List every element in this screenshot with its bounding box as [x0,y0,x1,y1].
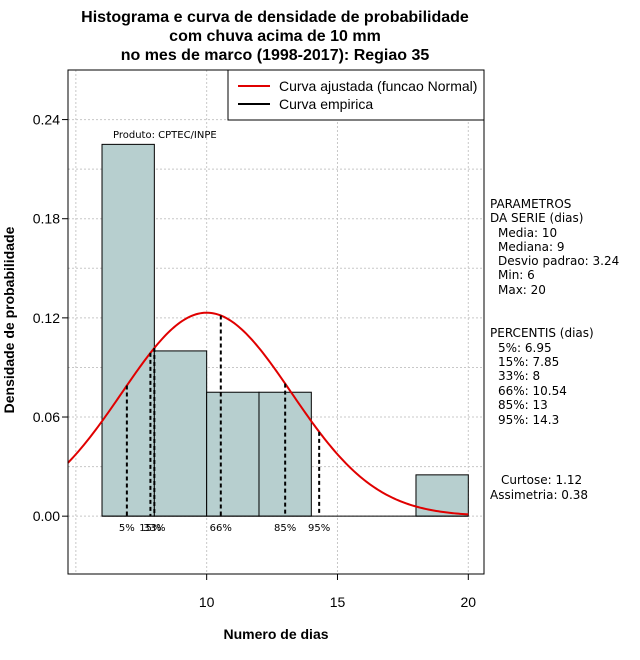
param-max: Max: 20 [498,283,546,297]
x-axis-title: Numero de dias [223,626,328,642]
percentile-label: 5% [119,523,135,534]
y-tick-label: 0.18 [33,211,60,227]
normal-curve [67,311,469,516]
percentis-title: PERCENTIS (dias) [490,326,594,340]
percentil-33: 33%: 8 [498,369,540,383]
y-tick-label: 0.06 [33,409,60,425]
percentil-15: 15%: 7.85 [498,355,559,369]
percentile-label: 85% [274,523,296,534]
y-tick-label: 0.12 [33,310,60,326]
histogram-bar [206,391,260,517]
histogram-bar [101,143,155,517]
percentil-95: 95%: 14.3 [498,413,559,427]
normal-curve-line [67,311,469,516]
histogram-bar [415,474,469,517]
legend-label-fitted: Curva ajustada (funcao Normal) [279,78,477,94]
legend-box [227,69,485,121]
percentil-85: 85%: 13 [498,398,548,412]
y-axis-title: Densidade de probabilidade [1,226,17,413]
param-desvio: Desvio padrao: 3.24 [498,254,619,268]
x-tick-label: 20 [461,594,477,610]
percentile-label: 15% [139,523,161,534]
x-tick-label: 10 [199,594,215,610]
chart-title-line-2: com chuva acima de 10 mm [169,28,381,45]
legend-label-empirical: Curva empirica [279,96,373,112]
params-title-1: PARAMETROS [490,197,571,211]
product-annotation: Produto: CPTEC/INPE [113,130,217,141]
x-tick-label: 15 [330,594,346,610]
y-tick-label: 0.00 [33,508,60,524]
assimetria-text: Assimetria: 0.38 [490,488,588,502]
percentile-lines: 5% 15%33% 66% 85% 95% [119,315,330,534]
axes: 10 15 20 0.00 0.06 0.12 0.18 0.24 [33,112,477,610]
histogram-bar [153,350,208,517]
chart-title-line-3: no mes de marco (1998-2017): Regiao 35 [121,47,430,64]
percentile-label: 66% [210,523,232,534]
chart-title-line-1: Histograma e curva de densidade de proba… [81,9,469,26]
percentil-66: 66%: 10.54 [498,384,567,398]
percentile-label: 95% [308,523,330,534]
param-mediana: Mediana: 9 [498,240,565,254]
legend: Curva ajustada (funcao Normal) Curva emp… [227,69,485,121]
percentil-5: 5%: 6.95 [498,341,552,355]
curtose-text: Curtose: 1.12 [501,473,582,487]
param-media: Media: 10 [498,226,557,240]
param-min: Min: 6 [498,268,535,282]
params-title-2: DA SERIE (dias) [490,211,583,225]
side-panel: PARAMETROS DA SERIE (dias) Media: 10 Med… [490,197,619,502]
histogram-bars [101,143,469,517]
percentile-label: 33% [143,523,165,534]
y-tick-label: 0.24 [33,112,60,128]
